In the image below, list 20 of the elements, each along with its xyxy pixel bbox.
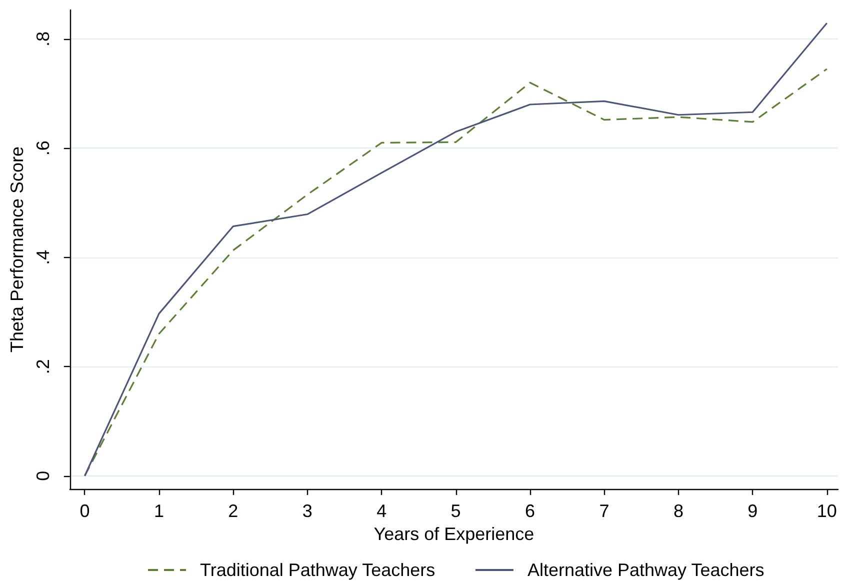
x-tick-label: 1 bbox=[154, 501, 164, 521]
y-tick-label: .6 bbox=[32, 140, 53, 156]
legend-label: Alternative Pathway Teachers bbox=[527, 560, 764, 580]
x-tick-label: 9 bbox=[748, 501, 758, 521]
y-tick-label: 0 bbox=[32, 470, 53, 481]
x-tick-label: 8 bbox=[673, 501, 684, 521]
legend-label: Traditional Pathway Teachers bbox=[200, 560, 436, 580]
y-tick-label: .8 bbox=[32, 31, 53, 46]
y-tick-label: .2 bbox=[32, 359, 53, 374]
x-tick-label: 2 bbox=[228, 501, 238, 521]
y-axis-title: Theta Performance Score bbox=[7, 146, 27, 353]
y-tick-label: .4 bbox=[32, 250, 53, 265]
x-tick-label: 5 bbox=[450, 501, 461, 521]
x-axis-title: Years of Experience bbox=[374, 524, 534, 544]
x-tick-label: 3 bbox=[302, 501, 312, 521]
x-tick-label: 7 bbox=[599, 501, 610, 521]
x-tick-label: 10 bbox=[816, 501, 837, 521]
x-tick-label: 4 bbox=[376, 501, 387, 521]
x-tick-label: 0 bbox=[80, 501, 90, 521]
x-tick-label: 6 bbox=[525, 501, 536, 521]
